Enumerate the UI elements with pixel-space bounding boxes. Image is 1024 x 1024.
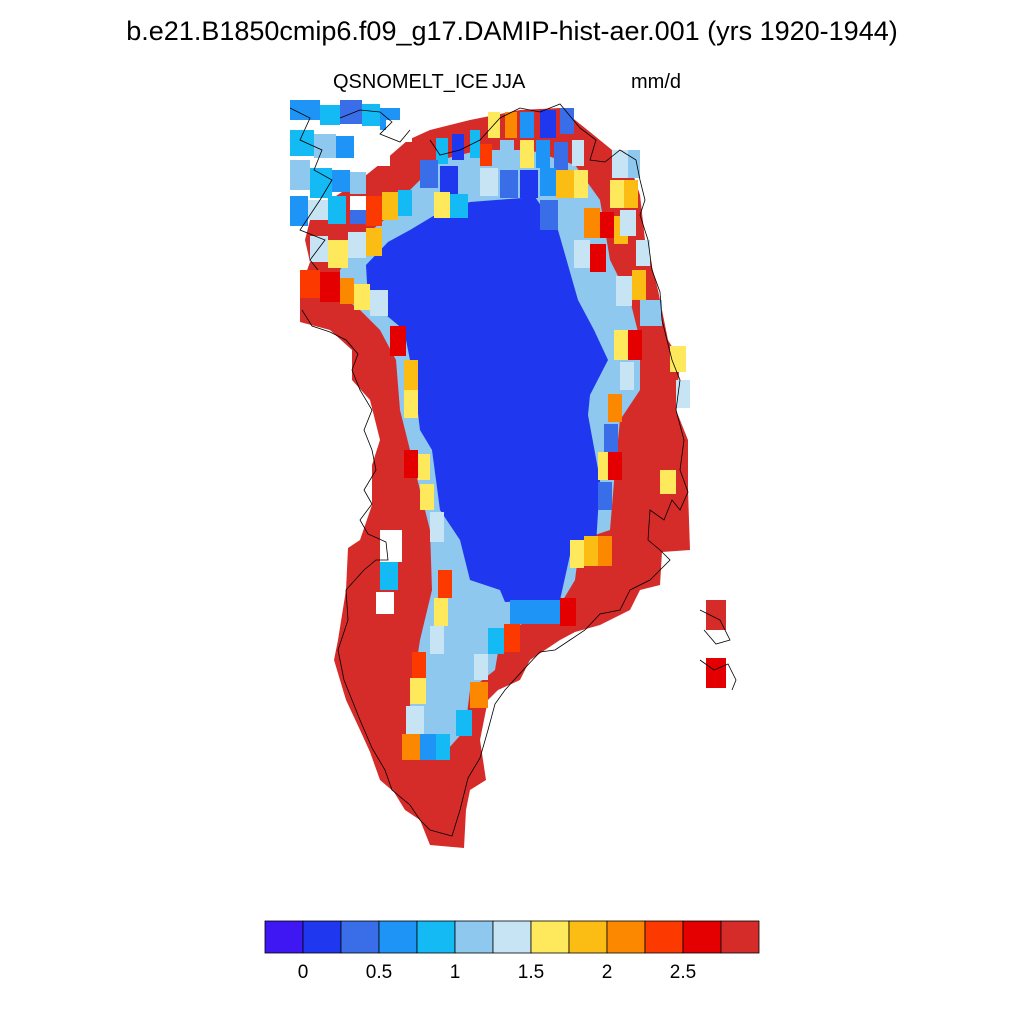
colorbar-swatch xyxy=(682,920,722,954)
colorbar-tick-label: 0 xyxy=(297,962,309,983)
colorbar-tick-label: 2 xyxy=(601,962,613,983)
colorbar-swatch xyxy=(720,920,760,954)
colorbar-swatch xyxy=(378,920,418,954)
colorbar-tick-label: 0.5 xyxy=(365,962,393,983)
colorbar-swatch xyxy=(492,920,532,954)
units-label: mm/d xyxy=(631,71,681,93)
colorbar-swatch xyxy=(530,920,570,954)
colorbar-swatch xyxy=(416,920,456,954)
colorbar-swatch xyxy=(454,920,494,954)
island-cell-lower xyxy=(706,658,726,688)
plot-title: b.e21.B1850cmip6.f09_g17.DAMIP-hist-aer.… xyxy=(126,16,898,46)
coastline xyxy=(289,103,689,837)
colorbar-tick-label: 1.5 xyxy=(517,962,545,983)
colorbar-tick-label: 1 xyxy=(449,962,461,983)
colorbar xyxy=(264,920,760,954)
missing-data-gaps xyxy=(350,120,412,614)
coastal-grid-cells xyxy=(290,100,690,760)
colorbar-swatch xyxy=(340,920,380,954)
variable-label: QSNOMELT_ICE xyxy=(333,71,489,93)
colorbar-swatch xyxy=(302,920,342,954)
ice-sheet-interior xyxy=(366,197,608,602)
colorbar-swatch xyxy=(568,920,608,954)
colorbar-tick-label: 2.5 xyxy=(669,962,697,983)
island-outline xyxy=(699,609,737,691)
coastal-cell-west xyxy=(380,562,398,590)
season-label: JJA xyxy=(492,71,526,93)
colorbar-swatch xyxy=(264,920,304,954)
colorbar-swatch xyxy=(606,920,646,954)
colorbar-swatch xyxy=(644,920,684,954)
